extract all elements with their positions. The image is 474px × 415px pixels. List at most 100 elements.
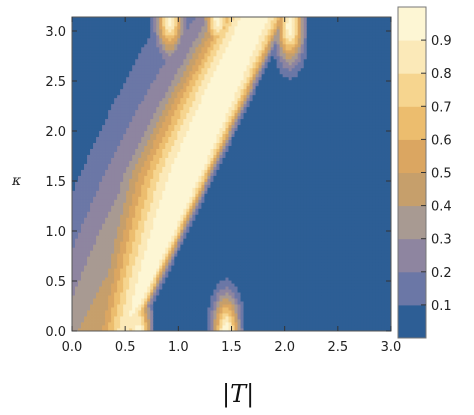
contour-cell: [210, 58, 214, 63]
contour-cell: [75, 244, 79, 248]
contour-cell: [132, 34, 136, 39]
contour-cell: [114, 106, 118, 111]
contour-cell: [186, 289, 190, 293]
contour-cell: [171, 190, 175, 194]
contour-cell: [198, 124, 202, 129]
contour-cell: [177, 79, 181, 84]
contour-cell: [123, 160, 127, 164]
contour-cell: [192, 28, 196, 33]
contour-cell: [93, 127, 97, 132]
contour-cell: [84, 94, 88, 99]
contour-cell: [213, 289, 217, 293]
contour-cell: [135, 100, 139, 105]
contour-cell: [120, 91, 124, 96]
contour-cell: [102, 271, 106, 275]
contour-cell: [144, 208, 148, 212]
contour-cell: [75, 64, 79, 69]
contour-cell: [192, 73, 196, 78]
contour-cell: [153, 130, 157, 135]
contour-cell: [171, 241, 175, 245]
contour-cell: [189, 160, 193, 164]
contour-cell: [108, 265, 112, 269]
contour-cell: [129, 124, 133, 129]
contour-cell: [111, 304, 115, 308]
contour-cell: [102, 298, 106, 302]
contour-cell: [138, 241, 142, 245]
contour-cell: [114, 115, 118, 120]
contour-cell: [108, 307, 112, 311]
contour-cell: [183, 67, 187, 72]
contour-cell: [207, 208, 211, 212]
contour-cell: [141, 310, 145, 314]
contour-cell: [84, 307, 88, 311]
contour-cell: [135, 298, 139, 302]
contour-cell: [168, 187, 172, 191]
contour-cell: [96, 172, 100, 176]
contour-cell: [111, 127, 115, 132]
contour-cell: [102, 262, 106, 266]
contour-cell: [129, 121, 133, 126]
contour-cell: [144, 115, 148, 120]
contour-cell: [78, 94, 82, 99]
contour-cell: [102, 112, 106, 117]
contour-cell: [207, 298, 211, 302]
contour-cell: [174, 199, 178, 203]
contour-cell: [156, 283, 160, 287]
contour-cell: [150, 121, 154, 126]
contour-cell: [117, 175, 121, 179]
contour-cell: [198, 160, 202, 164]
contour-cell: [120, 217, 124, 221]
contour-cell: [213, 235, 217, 239]
contour-cell: [84, 127, 88, 132]
contour-cell: [156, 187, 160, 191]
contour-cell: [186, 298, 190, 302]
contour-cell: [114, 175, 118, 179]
contour-cell: [168, 322, 172, 326]
contour-cell: [156, 310, 160, 314]
contour-cell: [84, 82, 88, 87]
contour-cell: [135, 310, 139, 314]
contour-cell: [123, 49, 127, 54]
contour-cell: [129, 169, 133, 173]
contour-cell: [162, 262, 166, 266]
contour-cell: [120, 31, 124, 36]
contour-cell: [114, 97, 118, 102]
contour-cell: [138, 256, 142, 260]
contour-cell: [108, 31, 112, 36]
contour-cell: [117, 325, 121, 329]
contour-cell: [120, 34, 124, 39]
contour-cell: [210, 112, 214, 117]
contour-cell: [174, 136, 178, 141]
contour-cell: [180, 91, 184, 96]
contour-cell: [114, 82, 118, 87]
contour-cell: [153, 235, 157, 239]
contour-cell: [180, 97, 184, 102]
contour-cell: [90, 316, 94, 320]
contour-cell: [96, 52, 100, 57]
contour-cell: [141, 17, 145, 21]
contour-cell: [108, 226, 112, 230]
contour-cell: [114, 286, 118, 290]
contour-cell: [87, 169, 91, 173]
contour-cell: [195, 325, 199, 329]
contour-cell: [150, 175, 154, 179]
contour-cell: [141, 73, 145, 78]
contour-cell: [87, 127, 91, 132]
contour-cell: [156, 133, 160, 138]
contour-cell: [141, 70, 145, 75]
contour-cell: [105, 61, 109, 66]
contour-cell: [105, 76, 109, 81]
contour-cell: [144, 148, 148, 152]
contour-cell: [132, 184, 136, 188]
contour-cell: [99, 115, 103, 120]
contour-cell: [150, 145, 154, 149]
contour-cell: [72, 241, 76, 245]
contour-cell: [186, 109, 190, 114]
contour-cell: [213, 148, 217, 152]
contour-cell: [75, 67, 79, 72]
contour-cell: [180, 28, 184, 33]
contour-cell: [132, 49, 136, 54]
contour-cell: [153, 85, 157, 90]
contour-cell: [96, 259, 100, 263]
contour-cell: [135, 193, 139, 197]
